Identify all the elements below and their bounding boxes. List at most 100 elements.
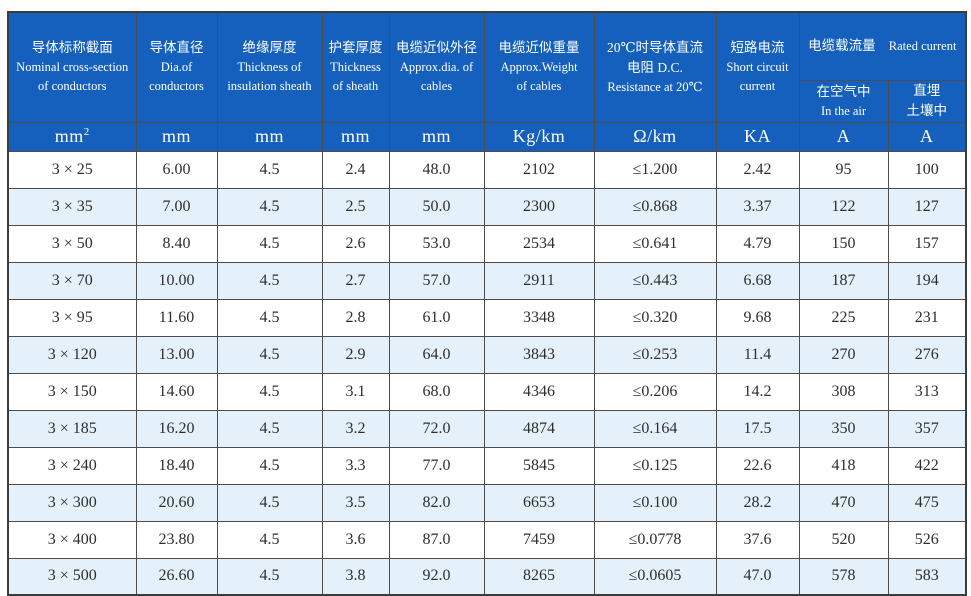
header-sub-row: 在空气中 In the air 直埋 土壤中 <box>8 79 967 123</box>
header-cell-in-the-air: 在空气中 In the air <box>798 79 889 123</box>
table-cell: 3.37 <box>715 187 800 226</box>
header-cell-short-circuit-current: 短路电流 Short circuit current <box>715 11 800 123</box>
table-row: 3 × 240 18.40 4.5 3.3 77.0 5845 ≤0.125 22.6 418 4… <box>7 446 967 485</box>
rated-current-group-labels: 电缆载流量 Rated current <box>802 34 964 58</box>
table-cell: 6653 <box>483 483 595 522</box>
table-cell: 2.4 <box>321 150 390 189</box>
table-cell: ≤0.164 <box>593 409 717 448</box>
table-cell: 3.5 <box>321 483 390 522</box>
table-cell: 68.0 <box>388 372 485 411</box>
header-line-en: Dia.of <box>160 60 193 75</box>
table-cell: 313 <box>887 372 967 411</box>
table-cell: 20.60 <box>135 483 218 522</box>
table-cell: 13.00 <box>135 335 218 374</box>
table-cell: 57.0 <box>388 261 485 300</box>
table-cell: 187 <box>798 261 889 300</box>
unit-cell: mm <box>135 121 218 152</box>
table-cell: 2102 <box>483 150 595 189</box>
unit-cell: mm <box>388 121 485 152</box>
table-cell: 3 × 185 <box>7 409 137 448</box>
table-cell: 9.68 <box>715 298 800 337</box>
table-cell: 2.7 <box>321 261 390 300</box>
table-row: 3 × 35 7.00 4.5 2.5 50.0 2300 ≤0.868 3.37 122 127 <box>7 187 967 226</box>
table-cell: 4346 <box>483 372 595 411</box>
cable-spec-table: 导体标称截面 Nominal cross-section of conducto… <box>7 11 967 596</box>
header-line-zh: 绝缘厚度 <box>242 40 297 56</box>
table-cell: 150 <box>798 224 889 263</box>
table-cell: 583 <box>887 557 967 596</box>
table-cell: ≤0.0778 <box>593 520 717 559</box>
header-line-en: Rated current <box>888 39 957 54</box>
table-cell: 53.0 <box>388 224 485 263</box>
header-line-en: Thickness of <box>237 60 302 75</box>
table-cell: 578 <box>798 557 889 596</box>
table-cell: 3 × 300 <box>7 483 137 522</box>
header-line-zh: 导体直径 <box>149 40 204 56</box>
table-cell: 3 × 240 <box>7 446 137 485</box>
unit-cell: mm <box>216 121 323 152</box>
table-cell: 3.3 <box>321 446 390 485</box>
table-cell: 4.5 <box>216 483 323 522</box>
table-cell: 28.2 <box>715 483 800 522</box>
table-cell: 3.1 <box>321 372 390 411</box>
table-row: 3 × 500 26.60 4.5 3.8 92.0 8265 ≤0.0605 47.0 578… <box>7 557 967 596</box>
table-cell: 77.0 <box>388 446 485 485</box>
header-main-row: 导体标称截面 Nominal cross-section of conducto… <box>7 11 967 123</box>
table-cell: ≤0.443 <box>593 261 717 300</box>
table-cell: 6.68 <box>715 261 800 300</box>
table-cell: 270 <box>798 335 889 374</box>
table-cell: 8.40 <box>135 224 218 263</box>
unit-cell: mm <box>321 121 390 152</box>
unit-cell: A <box>887 121 967 152</box>
table-cell: 2911 <box>483 261 595 300</box>
header-line-en: of conductors <box>38 79 107 94</box>
table-cell: 276 <box>887 335 967 374</box>
table-cell: 2.5 <box>321 187 390 226</box>
table-cell: 4.5 <box>216 557 323 596</box>
table-cell: 3.6 <box>321 520 390 559</box>
header-line-zh: 电缆近似外径 <box>396 40 477 56</box>
table-cell: 308 <box>798 372 889 411</box>
table-cell: 22.6 <box>715 446 800 485</box>
table-cell: ≤0.320 <box>593 298 717 337</box>
table-cell: 5845 <box>483 446 595 485</box>
table-cell: 3.8 <box>321 557 390 596</box>
header-line-en: Thickness <box>330 60 381 75</box>
unit-cell: Ω/km <box>593 121 717 152</box>
units-row: mm2 mm mm mm mm Kg/km Ω/km KA A A <box>7 121 967 152</box>
table-cell: 18.40 <box>135 446 218 485</box>
table-cell: 7.00 <box>135 187 218 226</box>
table-cell: 61.0 <box>388 298 485 337</box>
table-row: 3 × 400 23.80 4.5 3.6 87.0 7459 ≤0.0778 37.6 520… <box>7 520 967 559</box>
table-cell: 3.2 <box>321 409 390 448</box>
table-cell: 194 <box>887 261 967 300</box>
table-header: 导体标称截面 Nominal cross-section of conducto… <box>7 11 967 152</box>
header-cell-insulation-thickness: 绝缘厚度 Thickness of insulation sheath <box>216 11 323 123</box>
table-row: 3 × 185 16.20 4.5 3.2 72.0 4874 ≤0.164 17.5 350 3… <box>7 409 967 448</box>
header-cell-dc-resistance: 20℃时导体直流 电阻 D.C. Resistance at 20℃ <box>593 11 717 123</box>
header-line-zh: 导体标称截面 <box>31 40 113 56</box>
table-cell: 4874 <box>483 409 595 448</box>
table-cell: 357 <box>887 409 967 448</box>
table-cell: ≤0.125 <box>593 446 717 485</box>
header-line-zh: 电缆近似重量 <box>498 40 580 56</box>
header-cell-rated-current-group: 电缆载流量 Rated current <box>798 11 967 81</box>
table-cell: 520 <box>798 520 889 559</box>
table-cell: 48.0 <box>388 150 485 189</box>
table-cell: 72.0 <box>388 409 485 448</box>
unit-cell: KA <box>715 121 800 152</box>
table-cell: 3 × 150 <box>7 372 137 411</box>
unit-cell: Kg/km <box>483 121 595 152</box>
table-cell: 26.60 <box>135 557 218 596</box>
header-line-zh: 土壤中 <box>906 103 948 118</box>
table-cell: 4.5 <box>216 187 323 226</box>
unit-cell: A <box>798 121 889 152</box>
table-row: 3 × 95 11.60 4.5 2.8 61.0 3348 ≤0.320 9.68 225 23… <box>7 298 967 337</box>
header-cell-sheath-thickness: 护套厚度 Thickness of sheath <box>321 11 390 123</box>
header-line-en: current <box>739 79 776 94</box>
header-line-zh: 在空气中 <box>816 83 871 99</box>
table-cell: 14.60 <box>135 372 218 411</box>
header-line-zh: 电缆载流量 <box>808 38 876 54</box>
table-cell: 2.8 <box>321 298 390 337</box>
header-line-en: of sheath <box>332 79 379 94</box>
